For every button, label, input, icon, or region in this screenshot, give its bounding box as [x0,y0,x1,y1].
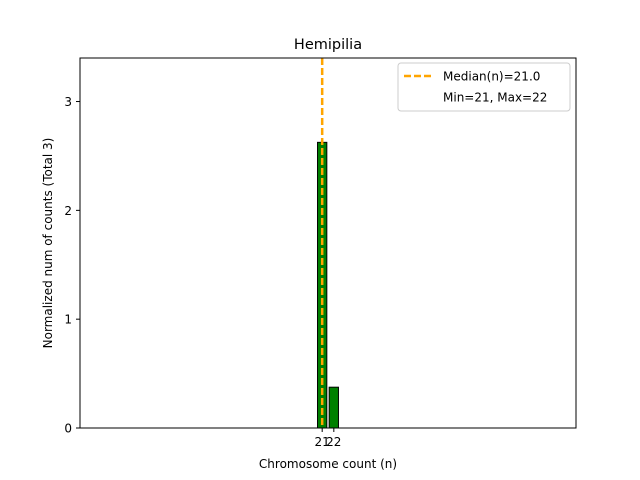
y-tick-label: 3 [64,95,72,109]
y-tick-label: 2 [64,204,72,218]
legend: Median(n)=21.0 Min=21, Max=22 [397,62,571,112]
x-axis-label: Chromosome count (n) [259,457,397,471]
chart-title: Hemipilia [294,37,362,53]
x-tick-label: 21 [315,435,330,449]
x-tick-label: 22 [326,435,341,449]
y-axis-label: Normalized num of counts (Total 3) [41,138,55,349]
legend-median-label: Median(n)=21.0 [443,70,540,84]
legend-box [397,62,571,112]
y-tick-label: 0 [64,422,72,436]
histogram-bar [317,141,328,429]
legend-range-label: Min=21, Max=22 [443,91,547,105]
plot-frame [79,57,577,429]
histogram-bar [328,386,339,429]
y-tick-label: 1 [64,313,72,327]
